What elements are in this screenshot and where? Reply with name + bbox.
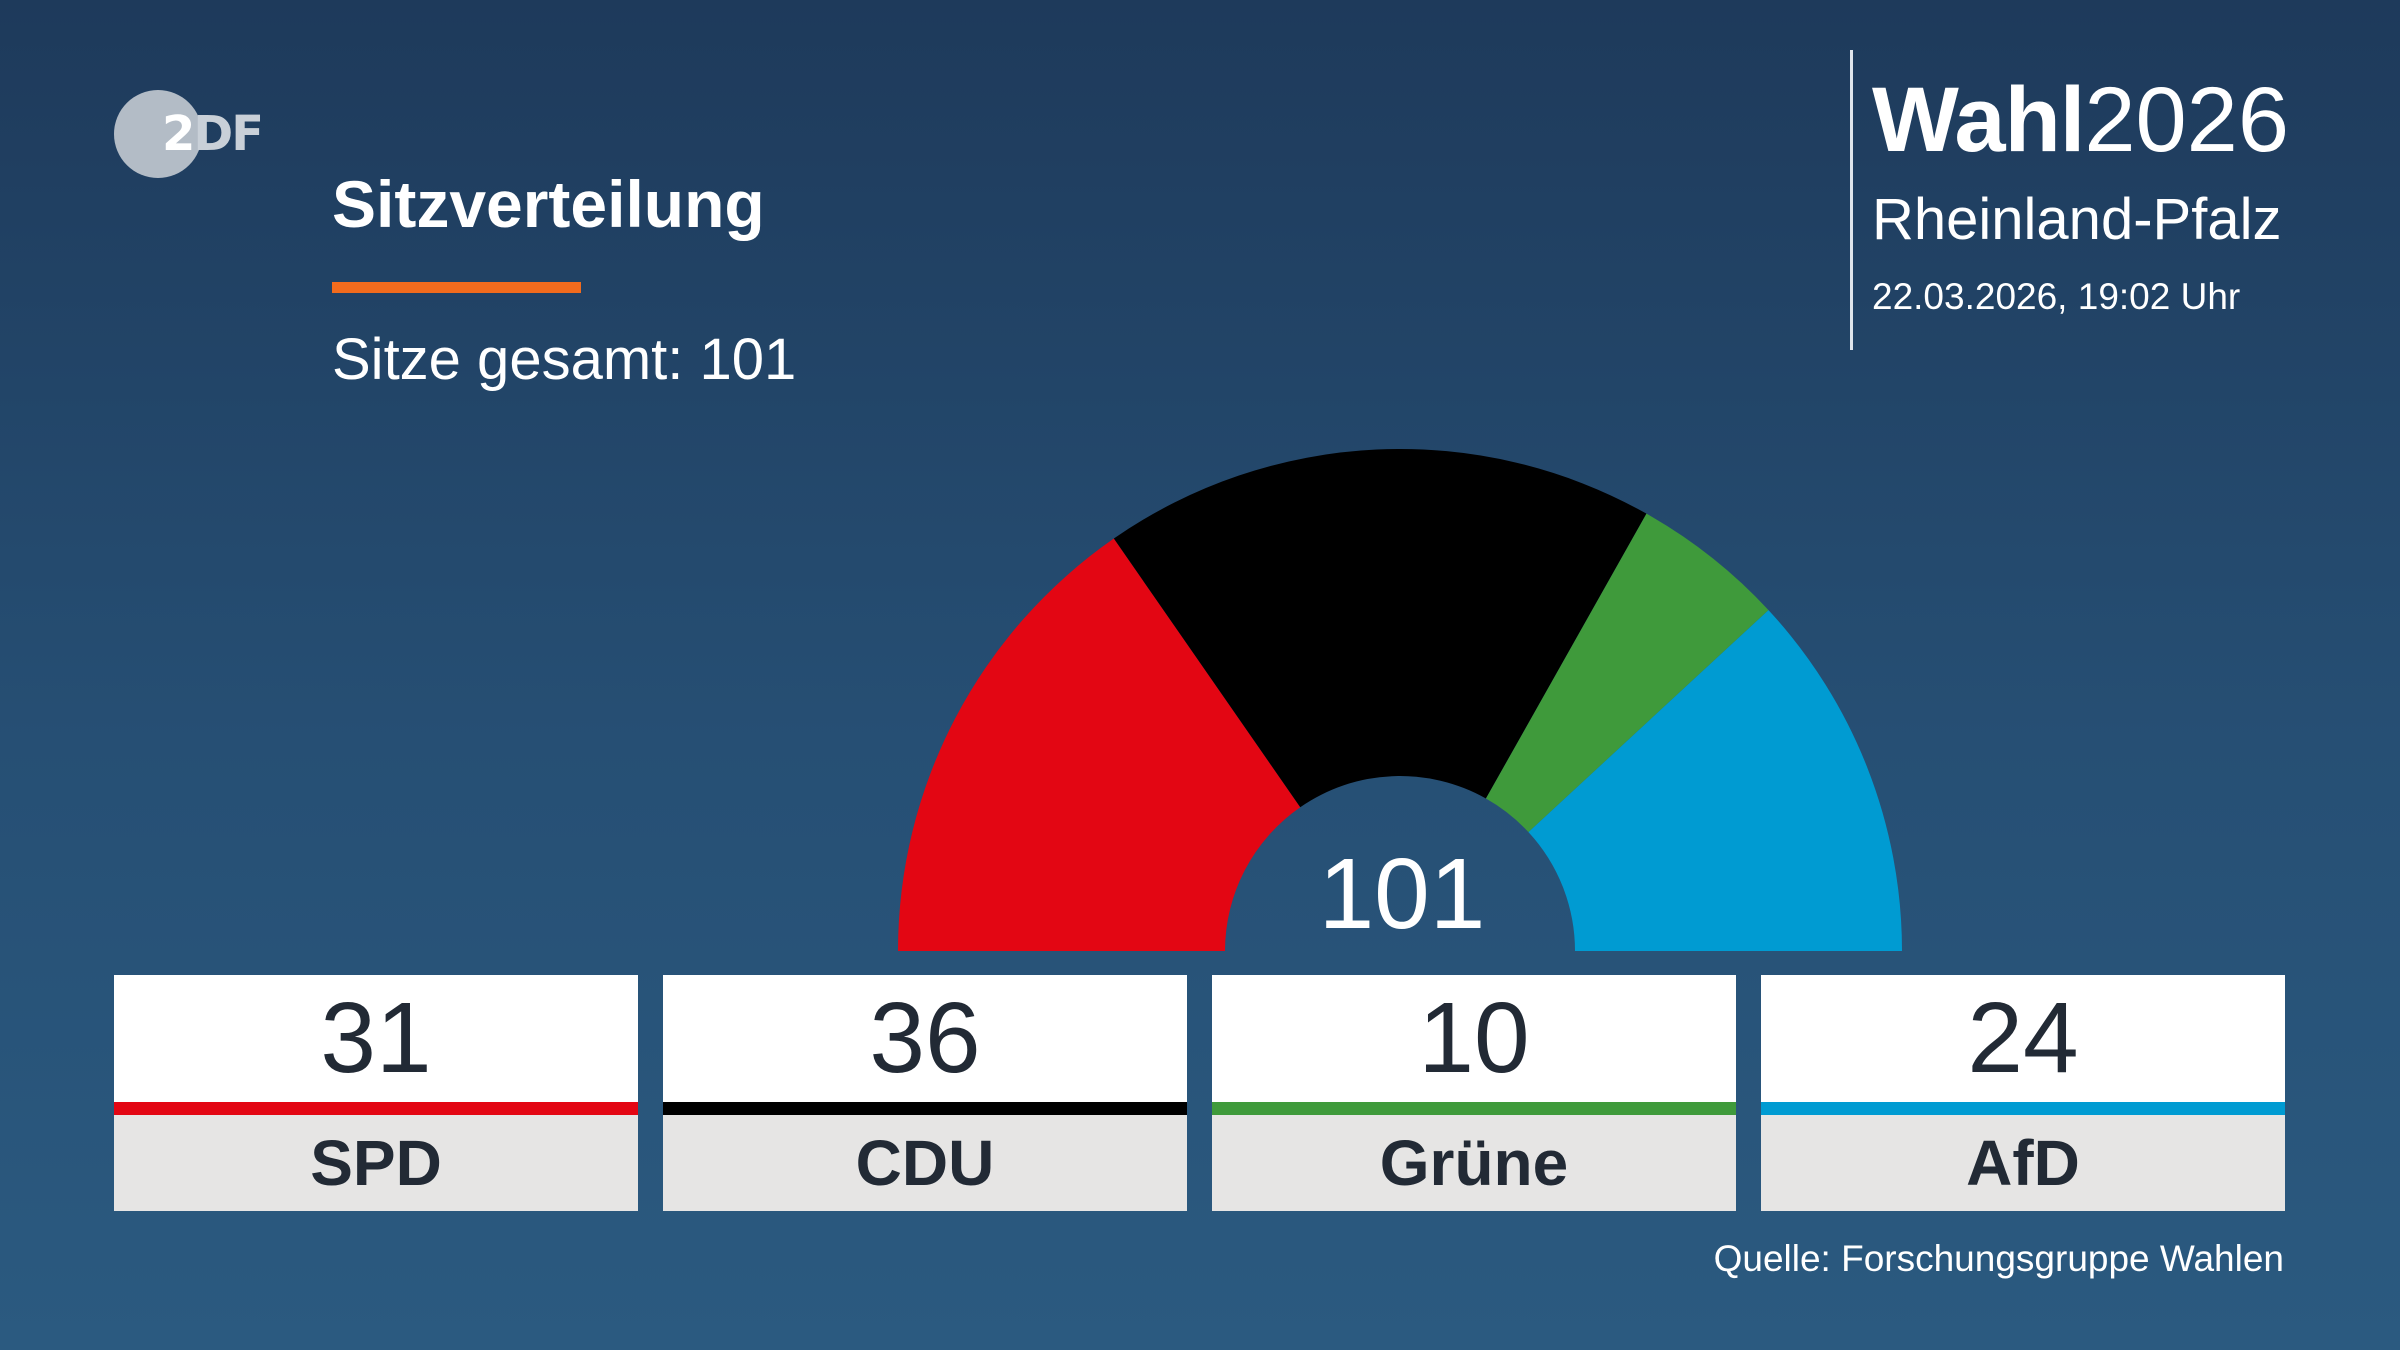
- party-card: 24 AfD: [1761, 975, 2285, 1211]
- party-color-stripe: [1761, 1102, 2285, 1115]
- party-seat-count: 10: [1212, 975, 1736, 1102]
- party-color-stripe: [1212, 1102, 1736, 1115]
- party-card: 31 SPD: [114, 975, 638, 1211]
- center-total-label: 101: [1319, 838, 1486, 950]
- total-seats-label: Sitze gesamt: 101: [332, 327, 797, 392]
- party-name: CDU: [663, 1115, 1187, 1211]
- brand-divider: [1850, 50, 1853, 350]
- party-name: Grüne: [1212, 1115, 1736, 1211]
- party-card: 36 CDU: [663, 975, 1187, 1211]
- party-color-stripe: [663, 1102, 1187, 1115]
- party-card: 10 Grüne: [1212, 975, 1736, 1211]
- timestamp: 22.03.2026, 19:02 Uhr: [1872, 276, 2241, 317]
- party-name: SPD: [114, 1115, 638, 1211]
- chart-title: Sitzverteilung: [332, 167, 765, 241]
- zdf-logo-circle: [114, 90, 202, 178]
- election-brand: Wahl2026: [1872, 70, 2289, 170]
- hemicycle-slice-gr-ne: [1485, 513, 1769, 833]
- party-seat-count: 36: [663, 975, 1187, 1102]
- source-note: Quelle: Forschungsgruppe Wahlen: [1713, 1238, 2284, 1279]
- brand-wahl: Wahl: [1872, 69, 2085, 171]
- party-name: AfD: [1761, 1115, 2285, 1211]
- hemicycle-slice-cdu: [1113, 448, 1647, 808]
- hemicycle-slice-spd: [898, 538, 1301, 951]
- region-name: Rheinland-Pfalz: [1872, 187, 2282, 252]
- title-accent-bar: [332, 282, 581, 293]
- brand-year: 2026: [2084, 69, 2290, 171]
- party-color-stripe: [114, 1102, 638, 1115]
- hemicycle-slice-afd: [1528, 610, 1902, 951]
- party-seat-count: 31: [114, 975, 638, 1102]
- party-seat-count: 24: [1761, 975, 2285, 1102]
- zdf-logo-text: 2DF: [162, 106, 264, 162]
- hemicycle-slices: [898, 448, 1902, 951]
- zdf-logo: 2DF: [114, 90, 274, 182]
